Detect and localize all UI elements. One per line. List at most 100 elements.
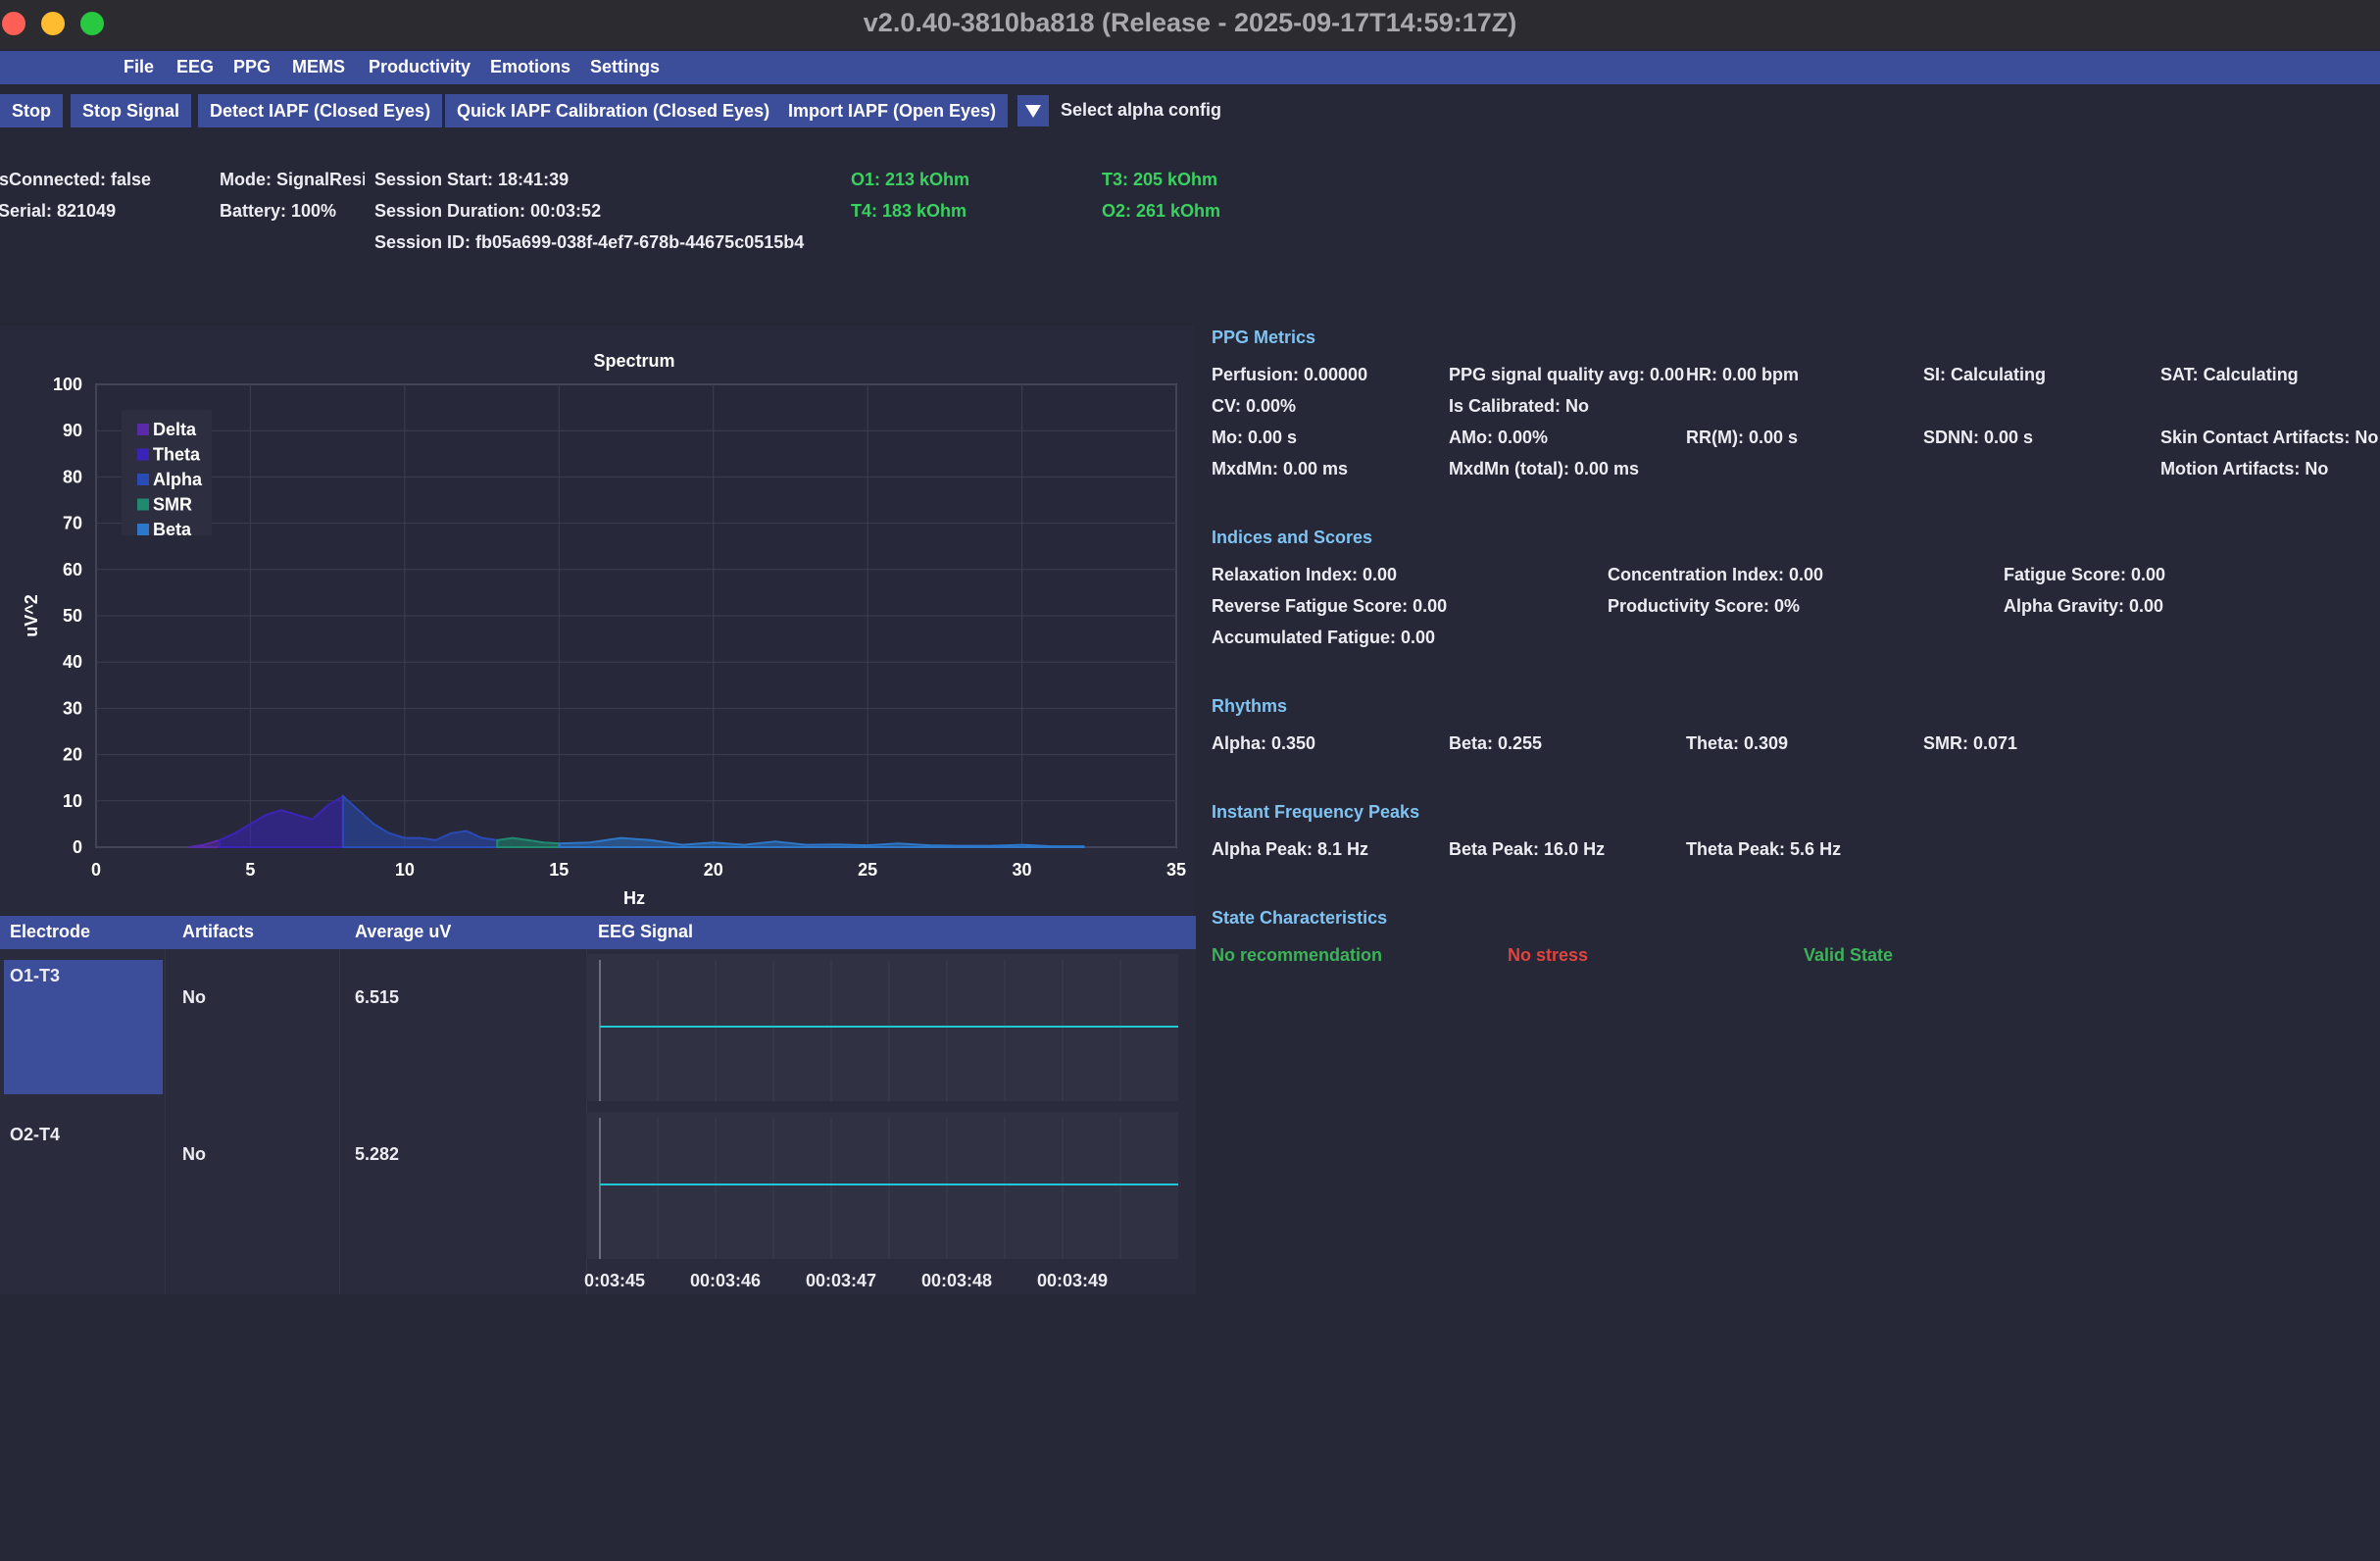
state-title: State Characteristics: [1212, 908, 1388, 928]
menu-ppg[interactable]: PPG: [233, 57, 272, 76]
series-area-delta: [188, 838, 221, 848]
time-tick: 00:03:48: [921, 1271, 993, 1290]
impedance-o2: O2: 261 kOhm: [1102, 201, 1221, 221]
time-tick: 00:03:49: [1037, 1271, 1109, 1290]
header-artifacts: Artifacts: [182, 922, 255, 941]
battery-value: Battery: 100%: [220, 201, 337, 221]
concentration-index: Concentration Index: 0.00: [1608, 565, 1824, 584]
reverse-fatigue-score: Reverse Fatigue Score: 0.00: [1212, 596, 1448, 616]
stop-signal-button[interactable]: Stop Signal: [71, 94, 191, 127]
stress-status: No stress: [1508, 945, 1589, 965]
y-tick-label: 0: [73, 837, 82, 857]
x-axis-ticks: 0 5 10 15 20 25 30 35: [91, 860, 1186, 880]
legend-swatch-beta: [137, 524, 149, 535]
recommendation-status: No recommendation: [1212, 945, 1383, 965]
eeg-signal-chart: [599, 960, 1178, 1101]
alpha-config-label: Select alpha config: [1061, 100, 1222, 120]
eeg-signal-chart: [599, 1118, 1178, 1259]
row2-electrode[interactable]: O2-T4: [10, 1125, 61, 1144]
y-tick-label: 100: [53, 375, 82, 394]
peaks-title: Instant Frequency Peaks: [1212, 802, 1420, 822]
motion-artifacts: Motion Artifacts: No: [2160, 459, 2329, 478]
menu-settings[interactable]: Settings: [590, 57, 661, 76]
chevron-down-icon: [1025, 105, 1041, 118]
rhythm-smr: SMR: 0.071: [1923, 733, 2018, 753]
minimize-window-button[interactable]: [41, 12, 65, 35]
ppg-metrics-title: PPG Metrics: [1212, 327, 1316, 347]
row1-artifacts: No: [182, 987, 206, 1007]
session-id: Session ID: fb05a699-038f-4ef7-678b-4467…: [374, 232, 805, 252]
menu-eeg[interactable]: EEG: [176, 57, 215, 76]
x-tick-label: 10: [395, 860, 415, 880]
beta-peak: Beta Peak: 16.0 Hz: [1449, 839, 1606, 859]
window-title: v2.0.40-3810ba818 (Release - 2025-09-17T…: [863, 8, 1517, 37]
serial-number: Serial: 821049: [0, 201, 117, 221]
title-bar: v2.0.40-3810ba818 (Release - 2025-09-17T…: [0, 0, 2380, 49]
theta-peak: Theta Peak: 5.6 Hz: [1686, 839, 1842, 859]
rhythm-beta: Beta: 0.255: [1449, 733, 1543, 753]
legend-swatch-theta: [137, 448, 149, 461]
row1-average: 6.515: [355, 987, 400, 1007]
quick-iapf-calibration-button[interactable]: Quick IAPF Calibration (Closed Eyes): [445, 94, 782, 127]
menu-productivity[interactable]: Productivity: [369, 57, 471, 76]
y-tick-label: 40: [63, 652, 82, 672]
spectrum-chart-panel: Spectrum 0 5 10 15 20 25 30 35 0 10 20 30 40 50 60 70 8…: [0, 326, 1194, 914]
valid-state-status: Valid State: [1804, 945, 1894, 965]
menu-emotions[interactable]: Emotions: [490, 57, 571, 76]
x-tick-label: 0: [91, 860, 101, 880]
x-tick-label: 25: [858, 860, 877, 880]
menu-mems[interactable]: MEMS: [292, 57, 345, 76]
close-window-button[interactable]: [2, 12, 25, 35]
relaxation-index: Relaxation Index: 0.00: [1212, 565, 1398, 584]
y-tick-label: 50: [63, 606, 82, 626]
x-tick-label: 35: [1166, 860, 1186, 880]
skin-contact-artifacts: Skin Contact Artifacts: No: [2160, 428, 2379, 447]
spectrum-series: [188, 793, 1085, 848]
indices-title: Indices and Scores: [1212, 528, 1373, 547]
y-tick-label: 20: [63, 745, 82, 765]
sat-value: SAT: Calculating: [2160, 365, 2299, 384]
rhythm-theta: Theta: 0.309: [1686, 733, 1789, 753]
y-tick-label: 90: [63, 421, 82, 440]
impedance-o1: O1: 213 kOhm: [851, 170, 970, 189]
productivity-score: Productivity Score: 0%: [1608, 596, 1801, 616]
zoom-window-button[interactable]: [80, 12, 104, 35]
session-duration: Session Duration: 00:03:52: [374, 201, 602, 221]
mode-value: Mode: SignalResi:: [220, 170, 365, 189]
is-calibrated: Is Calibrated: No: [1449, 396, 1590, 416]
legend-swatch-alpha: [137, 474, 149, 485]
impedance-t3: T3: 205 kOhm: [1102, 170, 1218, 189]
menu-bar: File EEG PPG MEMS Productivity Emotions …: [0, 51, 2380, 84]
connection-info: IsConnected: false Serial: 821049: [0, 169, 216, 227]
y-tick-label: 60: [63, 560, 82, 579]
impedance-t4: T4: 183 kOhm: [851, 201, 967, 221]
chart-title: Spectrum: [593, 351, 674, 371]
perfusion: Perfusion: 0.00000: [1212, 365, 1368, 384]
legend-label-alpha: Alpha: [153, 470, 203, 489]
sdnn-value: SDNN: 0.00 s: [1923, 428, 2034, 447]
rhythm-alpha: Alpha: 0.350: [1212, 733, 1316, 753]
fatigue-score: Fatigue Score: 0.00: [2004, 565, 2166, 584]
cv-value: CV: 0.00%: [1212, 396, 1297, 416]
row2-average: 5.282: [355, 1144, 400, 1164]
alpha-config-dropdown[interactable]: [1017, 95, 1049, 126]
alpha-peak: Alpha Peak: 8.1 Hz: [1212, 839, 1369, 859]
import-iapf-button[interactable]: Import IAPF (Open Eyes): [776, 94, 1009, 127]
selected-row-highlight[interactable]: [4, 960, 163, 1094]
series-area-alpha: [341, 793, 499, 848]
menu-file[interactable]: File: [124, 57, 155, 76]
legend-swatch-smr: [137, 498, 149, 511]
x-tick-label: 20: [704, 860, 723, 880]
mode-info: Mode: SignalResi: Battery: 100%: [220, 169, 365, 227]
detect-iapf-button[interactable]: Detect IAPF (Closed Eyes): [198, 94, 443, 127]
eeg-signal-plot-o2-t4: [586, 1112, 1178, 1259]
mo-value: Mo: 0.00 s: [1212, 428, 1298, 447]
si-value: SI: Calculating: [1923, 365, 2047, 384]
time-tick: 00:03:46: [690, 1271, 762, 1290]
x-axis-label: Hz: [623, 888, 645, 908]
row1-electrode[interactable]: O1-T3: [10, 966, 61, 985]
heart-rate: HR: 0.00 bpm: [1686, 365, 1800, 384]
stop-button[interactable]: Stop: [0, 94, 63, 127]
legend-label-smr: SMR: [153, 495, 192, 515]
series-area-beta: [558, 836, 1085, 848]
